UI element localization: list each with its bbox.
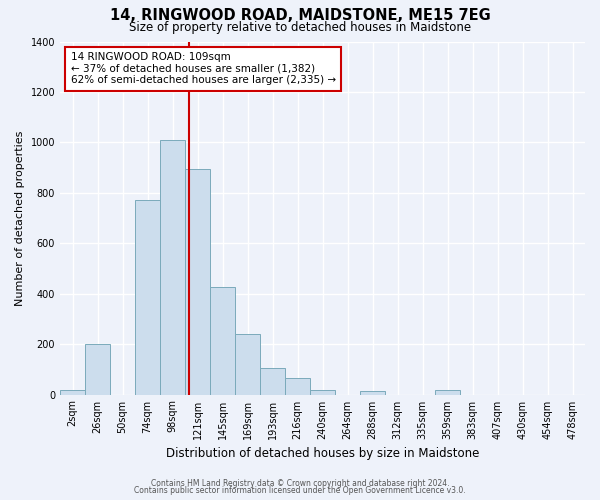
X-axis label: Distribution of detached houses by size in Maidstone: Distribution of detached houses by size … (166, 447, 479, 460)
Bar (85, 344, 110, 395)
Bar (210, 288, 235, 395)
Bar (60, 390, 85, 394)
Bar (185, 169, 210, 394)
Bar (160, 140, 185, 394)
Bar (435, 390, 460, 394)
Bar (235, 334, 260, 394)
Bar (285, 378, 310, 394)
Bar (135, 200, 160, 394)
Text: 14, RINGWOOD ROAD, MAIDSTONE, ME15 7EG: 14, RINGWOOD ROAD, MAIDSTONE, ME15 7EG (110, 8, 490, 22)
Text: 14 RINGWOOD ROAD: 109sqm
← 37% of detached houses are smaller (1,382)
62% of sem: 14 RINGWOOD ROAD: 109sqm ← 37% of detach… (71, 52, 335, 86)
Bar (310, 390, 335, 394)
Bar (260, 368, 285, 394)
Bar (360, 391, 385, 394)
Text: Contains public sector information licensed under the Open Government Licence v3: Contains public sector information licen… (134, 486, 466, 495)
Y-axis label: Number of detached properties: Number of detached properties (15, 130, 25, 306)
Text: Contains HM Land Registry data © Crown copyright and database right 2024.: Contains HM Land Registry data © Crown c… (151, 478, 449, 488)
Text: Size of property relative to detached houses in Maidstone: Size of property relative to detached ho… (129, 21, 471, 34)
